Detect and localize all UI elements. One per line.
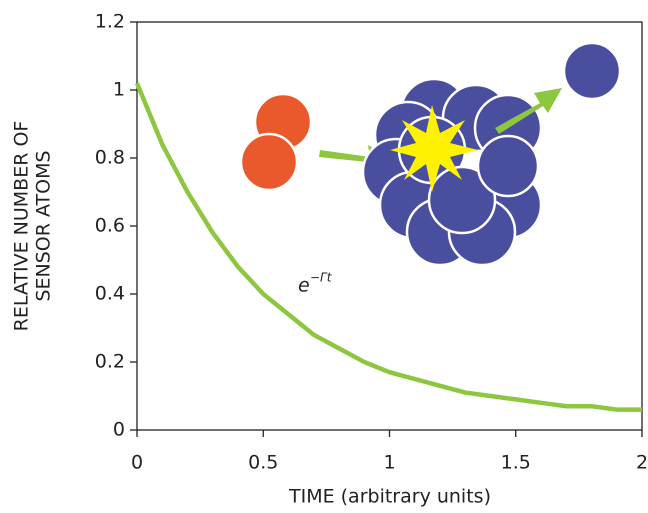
y-tick-label: 1 <box>113 79 125 101</box>
y-tick-label: 0.2 <box>95 351 125 373</box>
y-tick-label: 0.6 <box>95 215 125 237</box>
y-tick-label: 0.8 <box>95 147 125 169</box>
x-tick-label: 1 <box>383 452 395 474</box>
annotation-exponent: −Γt <box>310 271 333 285</box>
x-tick-label: 1.5 <box>501 452 531 474</box>
illustration <box>239 41 622 267</box>
x-tick-label: 0 <box>131 452 143 474</box>
annotation-base: e <box>298 275 310 297</box>
y-axis-label: RELATIVE NUMBER OF <box>11 121 33 332</box>
x-tick-label: 2 <box>636 452 648 474</box>
y-tick-label: 0.4 <box>95 283 125 305</box>
x-tick-label: 0.5 <box>248 452 278 474</box>
x-axis-label: TIME (arbitrary units) <box>288 486 491 508</box>
y-axis-label: SENSOR ATOMS <box>33 150 55 301</box>
y-tick-label: 0 <box>113 419 125 441</box>
data-line <box>134 82 642 412</box>
y-tick-label: 1.2 <box>95 11 125 33</box>
